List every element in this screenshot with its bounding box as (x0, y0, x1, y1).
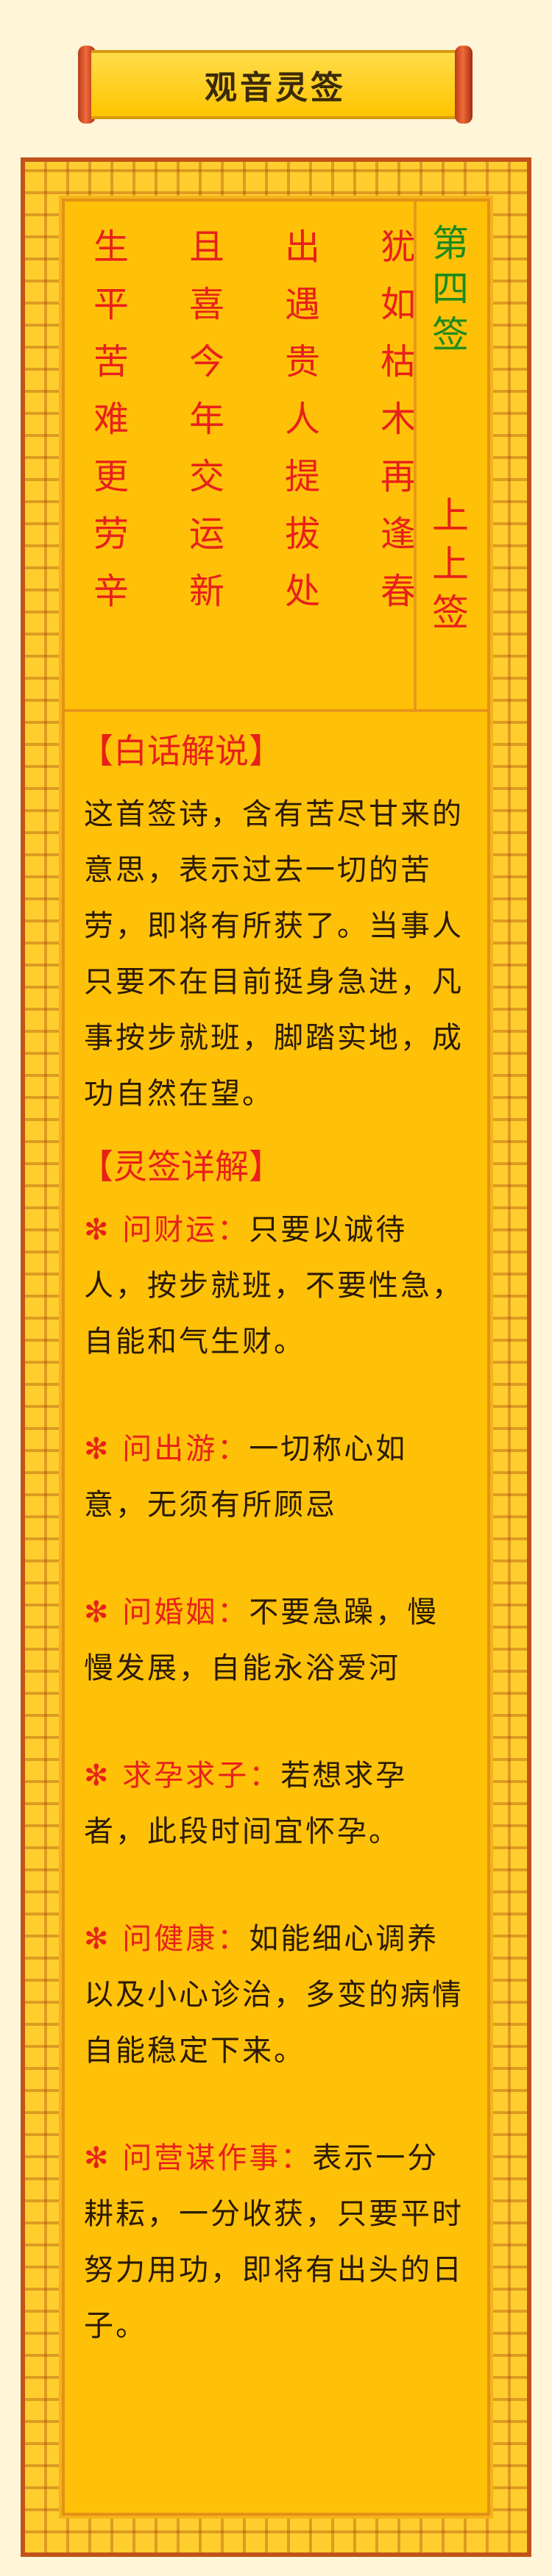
explanation-heading: 【白话解说】 (79, 731, 283, 771)
detail-label: 问营谋作事： (122, 2141, 313, 2176)
detail-item: ✻ 问出游：一切称心如意，无须有所顾忌 (84, 1421, 468, 1533)
poem-line: 且喜今年交运新 (183, 228, 224, 630)
lot-side-panel: 第四签 上上签 (414, 202, 487, 709)
detail-text: 若想求孕者，此段时间宜怀孕。 (84, 1759, 408, 1849)
poem-columns: 犹如枯木再逢春 出遇贵人提拔处 且喜今年交运新 生平苦难更劳辛 (82, 228, 420, 669)
detail-label: 问婚姻： (122, 1595, 250, 1630)
star-icon: ✻ (84, 2141, 111, 2176)
detail-text: 表示一分耕耘，一分收获，只要平时努力用功，即将有出头的日子。 (84, 2141, 464, 2344)
detail-text: 一切称心如意，无须有所顾忌 (84, 1432, 408, 1523)
explanation-content: 【白话解说】 这首签诗，含有苦尽甘来的意思，表示过去一切的苦劳，即将有所获了。当… (79, 731, 468, 2405)
content-panel: 犹如枯木再逢春 出遇贵人提拔处 且喜今年交运新 生平苦难更劳辛 第四签 上上签 … (62, 199, 490, 2516)
lot-number: 第四签 (426, 224, 469, 360)
detail-item: ✻ 问营谋作事：表示一分耕耘，一分收获，只要平时努力用功，即将有出头的日子。 (84, 2130, 468, 2354)
detail-label: 求孕求子： (122, 1759, 281, 1793)
detail-item: ✻ 求孕求子：若想求孕者，此段时间宜怀孕。 (84, 1748, 468, 1860)
poem-line: 犹如枯木再逢春 (374, 228, 415, 630)
star-icon: ✻ (84, 1759, 111, 1793)
decorative-frame: 犹如枯木再逢春 出遇贵人提拔处 且喜今年交运新 生平苦难更劳辛 第四签 上上签 … (21, 157, 531, 2557)
detail-item: ✻ 问婚姻：不要急躁，慢慢发展，自能永浴爱河 (84, 1584, 468, 1696)
star-icon: ✻ (84, 1432, 111, 1467)
detail-text: 不要急躁，慢慢发展，自能永浴爱河 (84, 1595, 439, 1686)
star-icon: ✻ (84, 1595, 111, 1630)
title-scroll (91, 50, 459, 119)
page-title: 观音灵签 (205, 69, 346, 107)
detail-label: 问出游： (122, 1432, 250, 1467)
lot-grade: 上上签 (426, 496, 469, 641)
detail-item: ✻ 问财运：只要以诚待人，按步就班，不要性急，自能和气生财。 (84, 1202, 468, 1370)
detail-item: ✻ 问健康：如能细心调养以及小心诊治，多变的病情自能稳定下来。 (84, 1911, 468, 2079)
star-icon: ✻ (84, 1922, 111, 1957)
detail-text: 如能细心调养以及小心诊治，多变的病情自能稳定下来。 (84, 1922, 464, 2068)
poem-line: 生平苦难更劳辛 (87, 228, 128, 630)
detail-text: 只要以诚待人，按步就班，不要性急，自能和气生财。 (84, 1213, 464, 1359)
scroll-roll-right (455, 46, 473, 124)
title-banner: 观音灵签 (78, 46, 473, 124)
detail-label: 问健康： (122, 1922, 250, 1957)
poem-line: 出遇贵人提拔处 (278, 228, 319, 630)
poem-section: 犹如枯木再逢春 出遇贵人提拔处 且喜今年交运新 生平苦难更劳辛 第四签 上上签 (65, 202, 487, 712)
explanation-text: 这首签诗，含有苦尽甘来的意思，表示过去一切的苦劳，即将有所获了。当事人只要不在目… (84, 797, 464, 1111)
star-icon: ✻ (84, 1213, 111, 1248)
detail-label: 问财运： (122, 1213, 250, 1248)
details-heading: 【灵签详解】 (79, 1147, 283, 1187)
